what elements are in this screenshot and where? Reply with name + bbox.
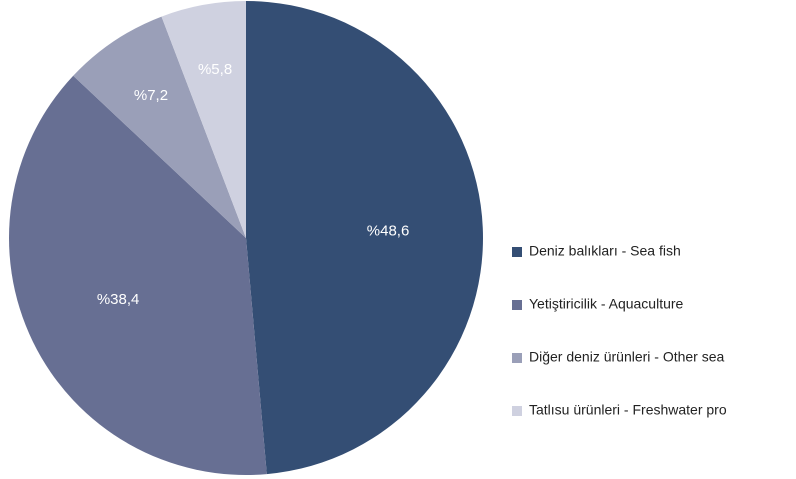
legend-text: Yetiştiricilik - Aquaculture (529, 296, 684, 312)
pie-slice (161, 1, 246, 238)
legend-swatch (512, 300, 522, 310)
pie-slice (73, 16, 246, 238)
legend-swatch (512, 353, 522, 363)
pie-slice (9, 75, 267, 476)
slice-label: %5,8 (198, 61, 232, 78)
legend-text: Diğer deniz ürünleri - Other sea (529, 349, 725, 365)
legend-text: Tatlısu ürünleri - Freshwater pro (529, 402, 727, 418)
legend-text: Deniz balıkları - Sea fish (529, 243, 681, 259)
slice-label: %38,4 (97, 291, 140, 308)
pie-slice (246, 1, 484, 475)
slice-label: %48,6 (367, 223, 410, 240)
legend-swatch (512, 406, 522, 416)
legend-swatch (512, 247, 522, 257)
slice-label: %7,2 (134, 87, 168, 104)
